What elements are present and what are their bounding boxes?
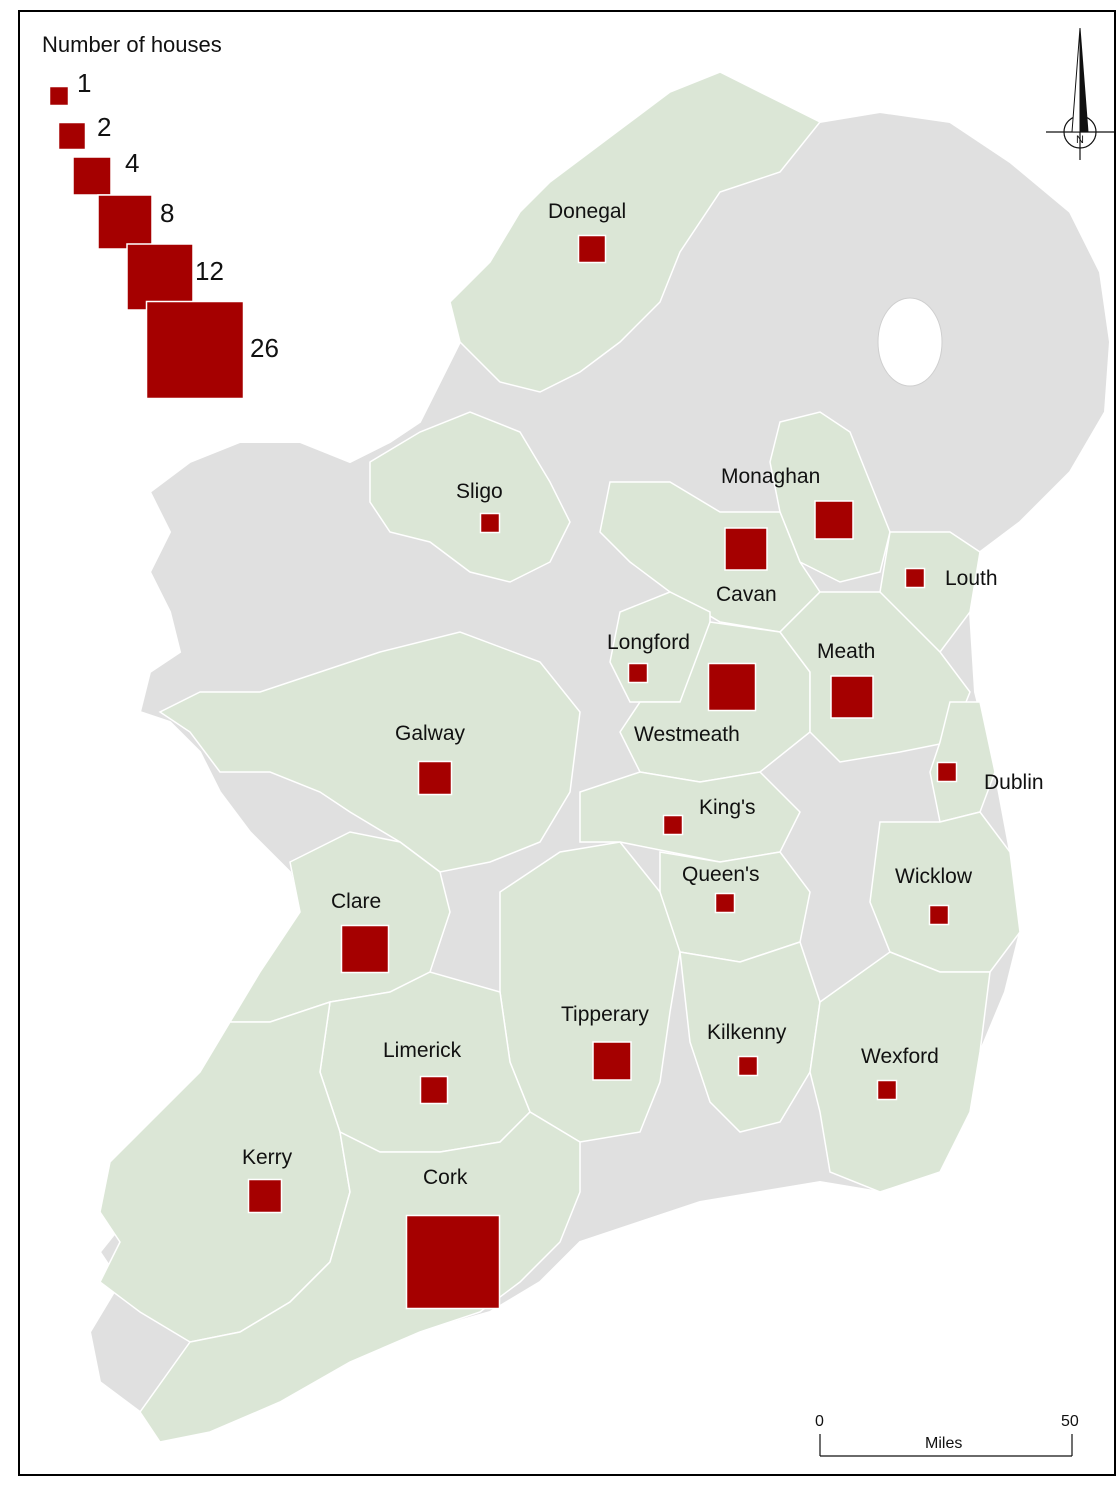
legend-symbol-1 — [48, 85, 70, 107]
symbol-louth — [904, 567, 926, 589]
symbol-longford — [627, 662, 649, 684]
symbol-tipperary — [592, 1041, 632, 1081]
north-arrow-right-half — [1079, 27, 1089, 133]
symbol-wicklow — [928, 904, 950, 926]
legend-label-4: 4 — [125, 148, 139, 178]
symbol-kerry — [247, 1178, 283, 1214]
county-shape-kilkenny — [679, 941, 821, 1133]
symbol-sligo — [479, 512, 501, 534]
label-meath: Meath — [817, 640, 875, 663]
symbol-monaghan — [814, 500, 854, 540]
legend-symbol-8 — [97, 194, 153, 250]
label-tipperary: Tipperary — [561, 1003, 649, 1026]
symbol-donegal — [577, 234, 607, 264]
label-limerick: Limerick — [383, 1039, 462, 1062]
label-louth: Louth — [945, 567, 998, 590]
legend-label-12: 12 — [195, 256, 224, 286]
county-shape-wexford — [809, 951, 991, 1193]
label-dublin: Dublin — [984, 771, 1044, 794]
symbol-dublin — [936, 761, 958, 783]
north-arrow: N — [1046, 27, 1114, 160]
county-shape-wicklow — [869, 811, 1021, 973]
county-shape-tipperary — [499, 841, 681, 1143]
county-shape-galway — [158, 631, 581, 873]
symbol-cork — [405, 1214, 501, 1310]
legend-symbol-2 — [57, 121, 87, 151]
scale-bar-unit: Miles — [925, 1435, 962, 1452]
county-shape-sligo — [369, 411, 571, 583]
legend-symbol-12 — [126, 243, 194, 311]
label-donegal: Donegal — [548, 200, 626, 223]
label-westmeath: Westmeath — [634, 723, 740, 746]
legend-title: Number of houses — [42, 32, 222, 57]
symbol-kilkenny — [737, 1055, 759, 1077]
label-monaghan: Monaghan — [721, 465, 820, 488]
north-arrow-left-half — [1071, 27, 1081, 133]
scale-bar-start: 0 — [815, 1413, 824, 1430]
legend-symbol-26 — [145, 300, 245, 400]
symbol-clare — [340, 924, 390, 974]
legend-label-26: 26 — [250, 333, 279, 363]
symbol-westmeath — [707, 662, 757, 712]
label-wexford: Wexford — [861, 1045, 939, 1068]
county-shape-donegal — [449, 71, 822, 393]
scale-bar: 0 50 Miles — [815, 1413, 1079, 1457]
county-shape-monaghan — [769, 411, 891, 583]
highlighted-counties — [99, 71, 1021, 1443]
label-king-s: King's — [699, 796, 756, 819]
label-longford: Longford — [607, 631, 690, 654]
lough-neagh — [877, 297, 943, 387]
symbol-wexford — [876, 1079, 898, 1101]
symbol-meath — [830, 675, 874, 719]
county-symbols — [247, 234, 958, 1310]
symbol-queen-s — [714, 892, 736, 914]
label-clare: Clare — [331, 890, 381, 913]
legend-symbol-4 — [72, 156, 112, 196]
label-sligo: Sligo — [456, 480, 503, 503]
north-arrow-label: N — [1076, 134, 1084, 146]
scale-bar-end: 50 — [1061, 1413, 1079, 1430]
county-shape-limerick — [319, 971, 531, 1153]
symbol-king-s — [662, 814, 684, 836]
label-kilkenny: Kilkenny — [707, 1021, 787, 1044]
label-cavan: Cavan — [716, 583, 777, 606]
symbol-limerick — [419, 1075, 449, 1105]
legend-label-8: 8 — [160, 198, 174, 228]
label-kerry: Kerry — [242, 1146, 293, 1169]
county-shape-cork — [139, 1111, 581, 1443]
map-frame: Number of houses 1 2 4 8 12 26 Donegal Sligo Mo… — [18, 10, 1116, 1476]
label-wicklow: Wicklow — [895, 865, 973, 888]
legend-label-2: 2 — [97, 112, 111, 142]
label-queen-s: Queen's — [682, 863, 760, 886]
label-cork: Cork — [423, 1166, 468, 1189]
county-labels: Donegal Sligo Monaghan Cavan Louth Longford We… — [242, 200, 1044, 1189]
label-galway: Galway — [395, 722, 466, 745]
symbol-galway — [417, 760, 453, 796]
legend-label-1: 1 — [77, 68, 91, 98]
symbol-cavan — [724, 527, 768, 571]
